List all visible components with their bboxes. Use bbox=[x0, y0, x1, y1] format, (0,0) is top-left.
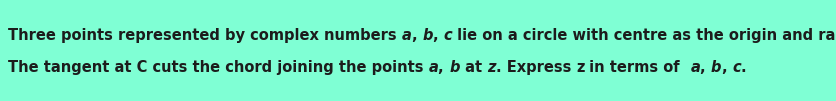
Text: z: z bbox=[487, 60, 495, 75]
Text: c: c bbox=[732, 60, 740, 75]
Text: Three points represented by complex numbers: Three points represented by complex numb… bbox=[8, 28, 401, 43]
Text: ,: , bbox=[432, 28, 443, 43]
Text: . Express: . Express bbox=[495, 60, 575, 75]
Text: The tangent at C cuts the chord joining the points: The tangent at C cuts the chord joining … bbox=[8, 60, 428, 75]
Text: ,: , bbox=[438, 60, 449, 75]
Text: a: a bbox=[401, 28, 411, 43]
Text: lie on a circle with centre as the origin and radius: lie on a circle with centre as the origi… bbox=[451, 28, 836, 43]
Text: ,: , bbox=[411, 28, 422, 43]
Text: ,: , bbox=[721, 60, 732, 75]
Text: b: b bbox=[710, 60, 721, 75]
Text: b: b bbox=[449, 60, 459, 75]
Text: ,: , bbox=[700, 60, 710, 75]
Text: a: a bbox=[428, 60, 438, 75]
Text: .: . bbox=[740, 60, 746, 75]
Text: b: b bbox=[422, 28, 432, 43]
Text: in terms of: in terms of bbox=[584, 60, 690, 75]
Text: a: a bbox=[690, 60, 700, 75]
Text: c: c bbox=[443, 28, 451, 43]
Text: z: z bbox=[575, 60, 584, 75]
Text: at: at bbox=[459, 60, 487, 75]
